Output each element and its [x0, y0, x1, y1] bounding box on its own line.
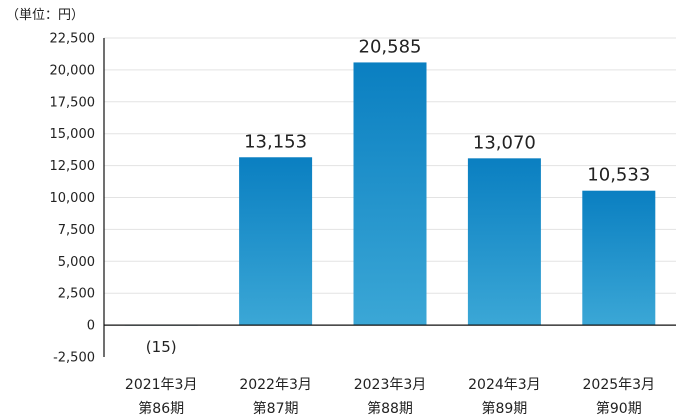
x-tick-label-period: 第89期	[481, 400, 527, 417]
data-labels: (15) 13,153 20,585 13,070 10,533	[146, 36, 650, 356]
x-tick-label-date: 2023年3月	[354, 377, 427, 393]
y-tick-label: 17,500	[50, 95, 96, 110]
axes	[103, 38, 676, 357]
data-label: 13,070	[473, 132, 536, 153]
x-tick-label-period: 第86期	[138, 400, 184, 417]
bars	[124, 62, 656, 326]
data-label: 20,585	[359, 36, 422, 57]
bar	[353, 62, 427, 326]
bar	[239, 157, 313, 326]
y-tick-label: 7,500	[58, 223, 95, 238]
y-tick-label: -2,500	[53, 351, 95, 366]
y-tick-label: 5,000	[58, 255, 95, 270]
y-tick-label: 10,000	[50, 191, 96, 206]
data-label: 13,153	[244, 131, 307, 152]
data-label: 10,533	[587, 165, 650, 186]
x-tick-label-period: 第87期	[253, 400, 299, 417]
data-label: (15)	[146, 338, 177, 356]
bar	[467, 158, 541, 326]
x-tick-label-date: 2025年3月	[583, 377, 656, 393]
y-tick-label: 2,500	[58, 287, 95, 302]
y-tick-label: 0	[87, 319, 95, 334]
y-axis-tick-labels: -2,500 0 2,500 5,000 7,500 10,000 12,500 15,000…	[50, 32, 96, 366]
x-tick-label-date: 2024年3月	[468, 377, 541, 393]
y-tick-label: 22,500	[50, 32, 96, 47]
y-tick-label: 12,500	[50, 159, 96, 174]
y-tick-label: 15,000	[50, 127, 96, 142]
y-tick-label: 20,000	[50, 63, 96, 78]
bar	[582, 190, 656, 326]
x-tick-label-date: 2021年3月	[125, 377, 198, 393]
x-tick-label-date: 2022年3月	[239, 377, 312, 393]
x-tick-label-period: 第90期	[596, 400, 642, 417]
unit-label: （単位：円）	[6, 8, 85, 23]
x-tick-label-period: 第88期	[367, 400, 413, 417]
